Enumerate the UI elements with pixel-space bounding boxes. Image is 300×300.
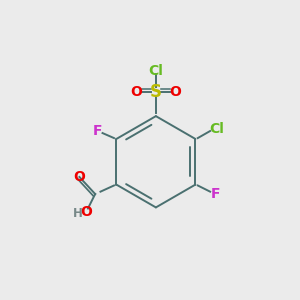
Text: H: H xyxy=(73,207,83,220)
Text: O: O xyxy=(74,170,86,184)
Text: F: F xyxy=(211,187,220,201)
Text: Cl: Cl xyxy=(209,122,224,136)
Text: S: S xyxy=(150,83,162,101)
Text: Cl: Cl xyxy=(148,64,163,78)
Text: O: O xyxy=(169,85,181,99)
Text: F: F xyxy=(92,124,102,138)
Text: O: O xyxy=(80,205,92,219)
Text: O: O xyxy=(130,85,142,99)
